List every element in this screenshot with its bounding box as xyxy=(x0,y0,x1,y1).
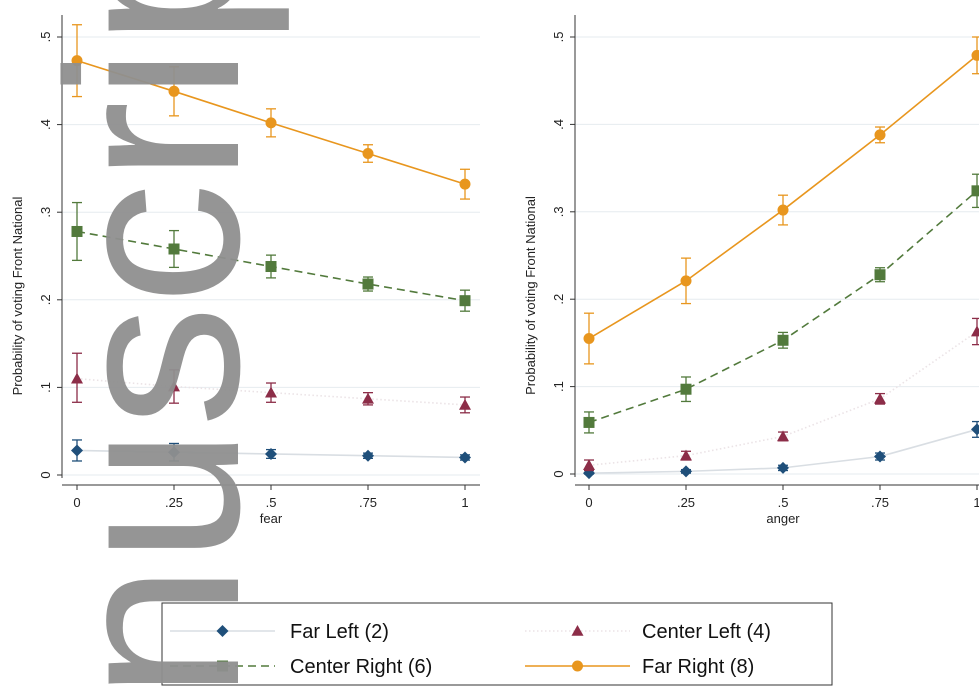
data-point xyxy=(168,446,180,459)
legend-marker-center_right xyxy=(217,660,228,672)
y-tick-label: 0 xyxy=(551,470,566,477)
data-point xyxy=(777,430,789,442)
data-point xyxy=(874,129,886,141)
y-axis-title: Probability of voting Front National xyxy=(10,197,25,396)
data-point xyxy=(971,325,979,337)
series-center_right xyxy=(583,173,979,434)
data-point xyxy=(680,383,692,395)
data-point xyxy=(362,392,374,404)
data-point xyxy=(265,117,277,129)
data-point xyxy=(265,447,277,460)
x-axis-title: fear xyxy=(260,511,283,526)
data-point xyxy=(777,461,789,474)
y-tick-label: .5 xyxy=(38,32,53,43)
data-point xyxy=(680,465,692,478)
data-point xyxy=(168,243,180,255)
legend: Far Left (2) Center Left (4) Center Right … xyxy=(161,602,833,686)
y-tick-label: .4 xyxy=(38,119,53,130)
y-tick-label: .2 xyxy=(38,294,53,305)
data-point xyxy=(777,334,789,346)
y-axis-title: Probability of voting Front National xyxy=(523,196,538,395)
x-tick-label: .5 xyxy=(778,495,789,510)
series-far_left xyxy=(71,439,471,464)
series-center_left xyxy=(71,352,471,414)
data-point xyxy=(362,278,374,290)
data-point xyxy=(362,148,374,160)
legend-label-center_left: Center Left (4) xyxy=(642,621,771,643)
data-point xyxy=(583,333,595,345)
x-axis-title: anger xyxy=(766,511,800,526)
data-point xyxy=(971,49,979,61)
data-point xyxy=(971,185,979,197)
legend-marker-far_left xyxy=(216,625,229,637)
series-far_right xyxy=(71,24,471,200)
legend-marker-far_right xyxy=(572,660,583,672)
data-point xyxy=(362,449,374,462)
series-far_right xyxy=(583,36,979,365)
data-point xyxy=(680,449,692,461)
data-point xyxy=(459,398,471,410)
data-point xyxy=(71,55,83,67)
data-point xyxy=(583,416,595,428)
series-center_left xyxy=(583,317,979,472)
x-tick-label: 0 xyxy=(585,495,592,510)
legend-label-center_right: Center Right (6) xyxy=(290,656,432,678)
y-tick-label: .2 xyxy=(551,294,566,305)
data-point xyxy=(265,261,277,273)
legend-label-far_right: Far Right (8) xyxy=(642,656,754,678)
data-point xyxy=(874,269,886,281)
right-panel-anger: 0 .1 .2 .3 .4 .5 0 .25 .5 .75 1 anger Probability of… xyxy=(523,15,979,526)
data-point xyxy=(680,275,692,287)
series-center_right xyxy=(71,201,471,312)
series-line xyxy=(588,190,978,424)
x-tick-label: 1 xyxy=(461,495,468,510)
data-point xyxy=(459,451,471,464)
data-point xyxy=(583,459,595,471)
y-tick-label: 0 xyxy=(38,471,53,478)
x-tick-label: .75 xyxy=(359,495,377,510)
data-point xyxy=(265,386,277,398)
y-tick-label: .1 xyxy=(551,381,566,392)
y-tick-label: .5 xyxy=(551,32,566,43)
data-point xyxy=(71,225,83,237)
y-tick-label: .3 xyxy=(551,206,566,217)
watermark-text: nuscript xyxy=(16,0,290,688)
series-line xyxy=(76,377,466,406)
data-point xyxy=(71,372,83,384)
y-tick-label: .1 xyxy=(38,382,53,393)
legend-label-far_left: Far Left (2) xyxy=(290,621,389,643)
data-point xyxy=(777,204,789,216)
data-point xyxy=(874,450,886,463)
x-tick-label: 1 xyxy=(973,495,979,510)
x-tick-label: 0 xyxy=(73,495,80,510)
data-point xyxy=(71,444,83,457)
left-panel-fear: 0 .1 .2 .3 .4 .5 0 .25 .5 .75 1 fear Probability of … xyxy=(10,15,480,526)
data-point xyxy=(168,85,180,97)
x-tick-label: .25 xyxy=(165,495,183,510)
y-tick-label: .4 xyxy=(551,119,566,130)
data-point xyxy=(971,423,979,436)
x-tick-label: .5 xyxy=(266,495,277,510)
data-point xyxy=(874,392,886,404)
x-tick-label: .75 xyxy=(871,495,889,510)
series-far_left xyxy=(583,420,979,480)
data-point xyxy=(459,295,471,307)
data-point xyxy=(459,178,471,190)
legend-marker-center_left xyxy=(571,625,584,636)
x-tick-label: .25 xyxy=(677,495,695,510)
data-point xyxy=(168,380,180,392)
legend-box xyxy=(161,602,833,686)
y-tick-label: .3 xyxy=(38,207,53,218)
